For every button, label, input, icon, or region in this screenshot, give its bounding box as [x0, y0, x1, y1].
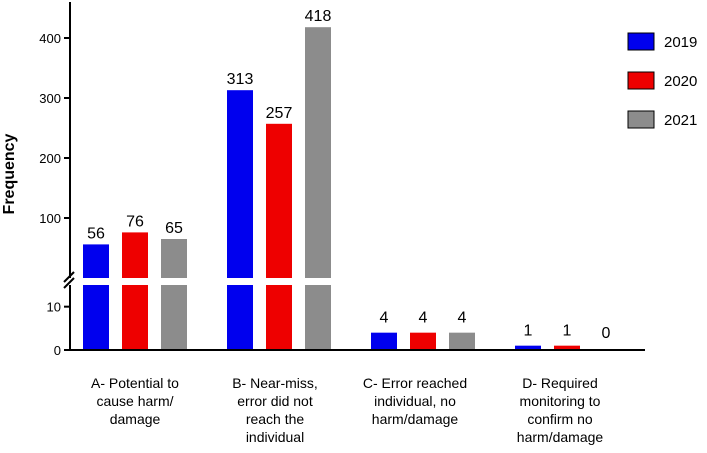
bar-2020-cat-2	[266, 123, 292, 278]
axis-break-mark-lower	[63, 277, 75, 289]
category-label-4: D- Required monitoring to confirm no harm/d…	[517, 375, 604, 445]
y-tick-label-200: 200	[39, 151, 61, 166]
bar-2020-cat-4	[554, 345, 580, 350]
axis-break-mark-upper	[63, 271, 75, 283]
y-tick-label-10: 10	[47, 300, 61, 315]
y-tick-label-100: 100	[39, 211, 61, 226]
bar-2021-cat-2-lower	[305, 285, 331, 350]
legend-swatch-2020	[627, 71, 655, 90]
bar-2019-cat-2	[227, 90, 253, 278]
bar-2019-cat-1	[83, 244, 109, 278]
data-label-2019-cat-4: 1	[524, 323, 533, 340]
category-labels-group: A- Potential to cause harm/damage B- Near-…	[91, 375, 603, 445]
category-label-1: A- Potential to cause harm/damage	[91, 375, 179, 427]
data-label-2021-cat-1: 65	[165, 220, 183, 237]
bar-2020-cat-3	[410, 332, 436, 350]
bars-group	[83, 27, 580, 350]
y-tick-label-400: 400	[39, 31, 61, 46]
legend-label-2019: 2019	[664, 34, 697, 51]
legend-label-2020: 2020	[664, 73, 697, 90]
data-label-2020-cat-1: 76	[126, 213, 144, 230]
y-axis-title: Frequency	[1, 133, 18, 214]
data-label-2020-cat-2: 257	[266, 105, 293, 122]
bar-2019-cat-4	[515, 345, 541, 350]
data-label-2021-cat-4: 0	[602, 325, 611, 342]
bar-2020-cat-2-lower	[266, 285, 292, 350]
bar-2019-cat-2-lower	[227, 285, 253, 350]
y-tick-label-0: 0	[54, 343, 61, 358]
data-label-2021-cat-3: 4	[458, 310, 467, 327]
bar-2020-cat-1-lower	[122, 285, 148, 350]
bar-2021-cat-3	[449, 332, 475, 350]
data-label-2021-cat-2: 418	[305, 8, 332, 25]
category-label-3: C- Error reached individual, no harm/damag…	[363, 375, 467, 427]
bar-2019-cat-3	[371, 332, 397, 350]
data-label-2020-cat-4: 1	[563, 323, 572, 340]
bar-2021-cat-1-lower	[161, 285, 187, 350]
category-label-2: B- Near-miss, error did not reach the indiv…	[232, 375, 318, 445]
data-label-2019-cat-3: 4	[380, 310, 389, 327]
legend-swatch-2019	[627, 32, 655, 51]
data-label-2019-cat-1: 56	[87, 225, 105, 242]
bar-2021-cat-1	[161, 239, 187, 278]
data-label-2020-cat-3: 4	[419, 310, 428, 327]
y-tick-label-300: 300	[39, 91, 61, 106]
bar-2020-cat-1	[122, 232, 148, 278]
bar-2019-cat-1-lower	[83, 285, 109, 350]
bar-2021-cat-2	[305, 27, 331, 279]
data-label-2019-cat-2: 313	[227, 71, 254, 88]
legend-label-2021: 2021	[664, 112, 697, 129]
legend: 2019 2020 2021	[627, 32, 697, 129]
legend-swatch-2021	[627, 110, 655, 129]
data-labels-group: 56 313 4 1 76 257 4 1 65 418 4 0	[87, 8, 610, 342]
